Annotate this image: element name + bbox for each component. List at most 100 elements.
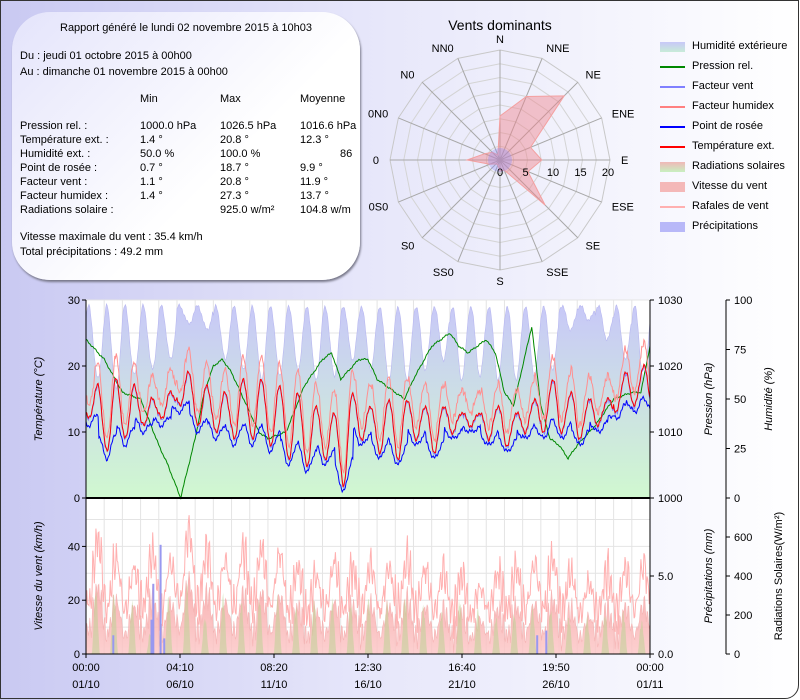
radar-direction-label: ENE xyxy=(612,109,635,121)
temp-tick-label: 10 xyxy=(68,427,80,439)
stat-label: Radiations solaire : xyxy=(20,204,114,216)
stat-max: 20.8 ° xyxy=(220,134,249,146)
radar-tick-label: 0 xyxy=(497,167,503,179)
temp-tick-label: 0 xyxy=(74,493,80,505)
precip-bar xyxy=(112,635,115,654)
stat-label: Point de rosée : xyxy=(20,162,98,174)
stat-min: 1000.0 hPa xyxy=(140,120,197,132)
legend-label: Humidité extérieure xyxy=(692,40,788,52)
radar-direction-label: N0 xyxy=(400,69,414,81)
radar-direction-label: S xyxy=(496,276,503,288)
pressure-tick-label: 1000 xyxy=(658,493,682,505)
temp-tick-label: 20 xyxy=(68,361,80,373)
radar-spoke xyxy=(499,117,602,161)
total-rain: Total précipitations : 49.2 mm xyxy=(20,246,164,258)
legend-label: Température ext. xyxy=(692,140,775,152)
legend-label: Facteur humidex xyxy=(692,100,774,112)
time-tick-label: 04:10 xyxy=(166,662,194,674)
date-tick-label: 16/10 xyxy=(354,679,382,691)
precip-bar xyxy=(150,619,153,654)
temp-tick-label: 30 xyxy=(68,295,80,307)
radar-tick-label: 15 xyxy=(574,167,586,179)
radiation-tick-label: 200 xyxy=(734,610,752,622)
time-tick-label: 16:40 xyxy=(448,662,476,674)
radar-spoke xyxy=(499,159,543,262)
pressure-line xyxy=(85,327,651,500)
header-avg: Moyenne xyxy=(300,93,346,105)
radar-direction-label: 0 xyxy=(373,155,379,167)
date-tick-label: 06/10 xyxy=(166,679,194,691)
precip-bar xyxy=(536,635,539,654)
radar-direction-label: NN0 xyxy=(432,43,454,55)
precip-bar xyxy=(159,544,162,654)
legend-swatch xyxy=(660,146,685,148)
wind-tick-label: 0 xyxy=(74,649,80,661)
legend-label: Pression rel. xyxy=(692,60,754,72)
stat-min: 1.4 ° xyxy=(140,134,163,146)
wind-axis-label: Vitesse du vent (km/h) xyxy=(33,521,45,631)
radar-spoke xyxy=(421,81,501,161)
radar-direction-label: NE xyxy=(586,69,601,81)
stat-avg: 1016.6 hPa xyxy=(300,120,357,132)
radar-wind-area xyxy=(465,95,566,206)
radar-title: Vents dominants xyxy=(448,17,552,33)
wind-tick-label: 20 xyxy=(68,595,80,607)
header-max: Max xyxy=(220,93,241,105)
radar-tick-label: 20 xyxy=(602,167,614,179)
time-tick-label: 00:00 xyxy=(636,662,664,674)
report-title: Rapport généré le lundi 02 novembre 2015… xyxy=(60,22,312,34)
precip-bar xyxy=(163,638,166,654)
stat-label: Pression rel. : xyxy=(20,120,88,132)
stat-label: Facteur vent : xyxy=(20,176,88,188)
legend-swatch xyxy=(660,126,685,128)
radar-spoke xyxy=(421,159,501,239)
radar-direction-label: NNE xyxy=(546,43,569,55)
max-wind: Vitesse maximale du vent : 35.4 km/h xyxy=(20,231,203,243)
pressure-tick-label: 1010 xyxy=(658,427,682,439)
legend-label: Précipitations xyxy=(692,220,759,232)
pressure-tick-label: 1020 xyxy=(658,361,682,373)
stat-label: Température ext. : xyxy=(20,134,109,146)
pressure-axis-label: Pression (hPa) xyxy=(703,362,715,435)
radar-direction-label: 0S0 xyxy=(369,201,389,213)
temp-axis-label: Température (°C) xyxy=(33,356,45,441)
report-to: Au : dimanche 01 novembre 2015 à 00h00 xyxy=(20,66,228,78)
legend-label: Facteur vent xyxy=(692,80,754,92)
stat-max: 925.0 w/m² xyxy=(220,204,275,216)
humidity-tick-label: 50 xyxy=(734,394,746,406)
stat-max: 27.3 ° xyxy=(220,190,249,202)
report-panel: Rapport généré le lundi 02 novembre 2015… xyxy=(12,12,360,280)
time-tick-label: 00:00 xyxy=(72,662,100,674)
stat-max: 18.7 ° xyxy=(220,162,249,174)
stat-avg: 12.3 ° xyxy=(300,134,329,146)
radiation-tick-label: 600 xyxy=(734,532,752,544)
radiation-axis-label: Radiations Solaires(W/m²) xyxy=(773,512,785,640)
stat-avg: 13.7 ° xyxy=(300,190,329,202)
stat-avg: 104.8 w/m xyxy=(300,204,351,216)
radar-direction-label: SS0 xyxy=(433,267,454,279)
date-tick-label: 26/10 xyxy=(542,679,570,691)
radiation-tick-label: 0 xyxy=(734,649,740,661)
radiation-area xyxy=(86,582,650,654)
stat-avg: 86 xyxy=(340,148,353,160)
legend-swatch xyxy=(660,42,685,52)
radar-direction-label: N xyxy=(496,34,504,46)
precip-bar xyxy=(545,630,548,654)
legend-swatch xyxy=(660,162,685,172)
radar-spoke xyxy=(457,58,501,161)
pressure-tick-label: 1030 xyxy=(658,295,682,307)
radar-spoke xyxy=(398,117,501,161)
legend-swatch xyxy=(660,182,685,192)
report-from: Du : jeudi 01 octobre 2015 à 00h00 xyxy=(20,50,192,62)
legend-label: Radiations solaires xyxy=(692,160,785,172)
legend-swatch xyxy=(660,206,685,208)
radar-direction-label: SSE xyxy=(546,267,568,279)
legend-swatch xyxy=(660,222,685,232)
radar-spoke xyxy=(499,81,579,161)
stat-max: 20.8 ° xyxy=(220,176,249,188)
date-tick-label: 11/10 xyxy=(261,679,288,691)
stat-max: 100.0 % xyxy=(220,148,261,160)
date-tick-label: 01/11 xyxy=(637,679,664,691)
